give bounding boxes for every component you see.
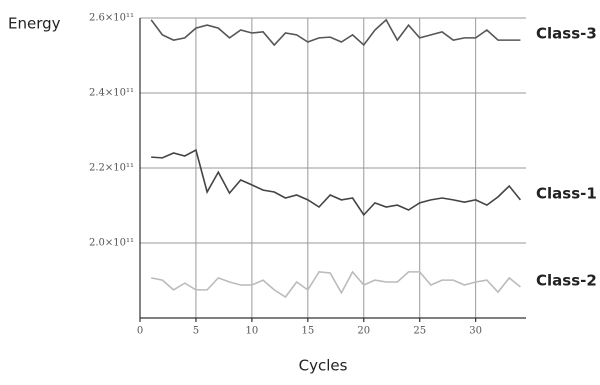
series-line: [151, 148, 522, 217]
x-tick-label: 30: [469, 326, 482, 337]
y-tick-label: 2.0×10¹¹: [89, 238, 134, 249]
x-tick-label: 5: [193, 326, 199, 337]
x-tick-label: 0: [137, 326, 143, 337]
x-tick-label: 15: [301, 326, 314, 337]
series-line: [151, 270, 521, 299]
y-tick-label: 2.4×10¹¹: [89, 88, 134, 99]
y-tick-label: 2.6×10¹¹: [89, 13, 134, 24]
x-axis-label: Cycles: [299, 357, 348, 375]
series-label: Class-1: [536, 184, 597, 202]
series-label: Class-3: [536, 25, 597, 43]
y-tick-label: 2.2×10¹¹: [89, 163, 134, 174]
x-tick-label: 20: [357, 326, 370, 337]
x-tick-label: 10: [246, 326, 259, 337]
series-line: [150, 18, 521, 47]
series-label: Class-2: [536, 271, 597, 289]
y-axis-label: Energy: [8, 15, 61, 33]
x-tick-label: 25: [413, 326, 426, 337]
